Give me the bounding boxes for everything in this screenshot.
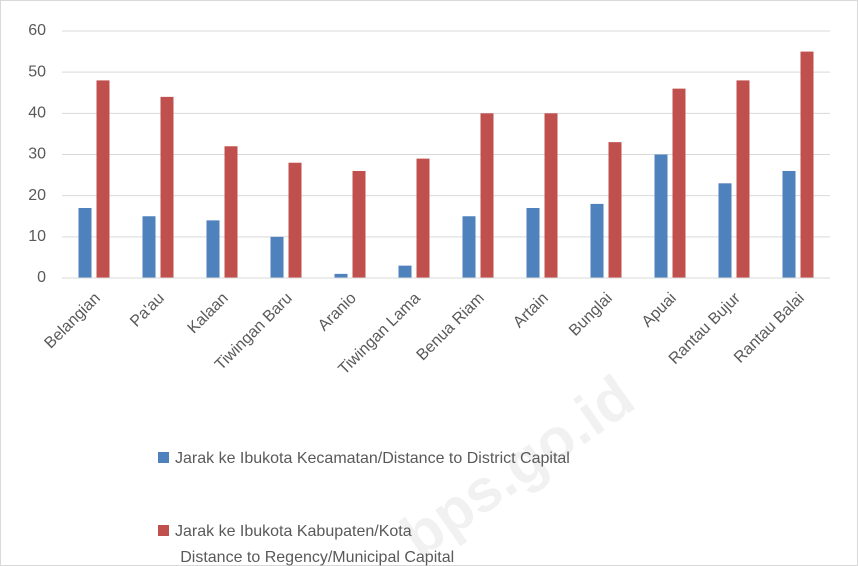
- y-tick-label: 50: [28, 63, 46, 80]
- bar: [608, 142, 622, 278]
- legend-swatch: [158, 452, 169, 463]
- bar: [654, 154, 668, 278]
- bar: [334, 273, 348, 278]
- y-tick-label: 30: [28, 146, 46, 163]
- bar: [78, 208, 92, 278]
- legend-entry: Jarak ke Ibukota Kecamatan/Distance to D…: [158, 446, 570, 472]
- legend-entry: Jarak ke Ibukota Kabupaten/Kota Distance…: [158, 519, 454, 566]
- y-tick-label: 20: [28, 187, 46, 204]
- bar: [270, 236, 284, 278]
- bar: [160, 96, 174, 278]
- bar: [224, 146, 238, 278]
- bar: [544, 113, 558, 278]
- bar: [590, 203, 604, 278]
- legend-swatch: [158, 525, 169, 536]
- y-tick-label: 10: [28, 228, 46, 245]
- y-tick-label: 40: [28, 105, 46, 122]
- bar: [526, 208, 540, 278]
- bar: [782, 170, 796, 278]
- legend-label: Jarak ke Ibukota Kecamatan/Distance to D…: [175, 450, 570, 467]
- bar: [398, 265, 412, 278]
- y-tick-label: 60: [28, 22, 46, 39]
- bar: [142, 216, 156, 278]
- bar: [416, 158, 430, 278]
- legend-label: Jarak ke Ibukota Kabupaten/Kota Distance…: [175, 523, 455, 566]
- bar: [736, 80, 750, 279]
- bar: [718, 183, 732, 278]
- bar: [462, 216, 476, 278]
- y-tick-label: 0: [37, 269, 46, 286]
- bar: [480, 113, 494, 278]
- bar: [288, 162, 302, 278]
- bar: [352, 170, 366, 278]
- bar: [206, 220, 220, 278]
- bar: [96, 80, 110, 279]
- bar: [800, 51, 814, 279]
- bar: [672, 88, 686, 278]
